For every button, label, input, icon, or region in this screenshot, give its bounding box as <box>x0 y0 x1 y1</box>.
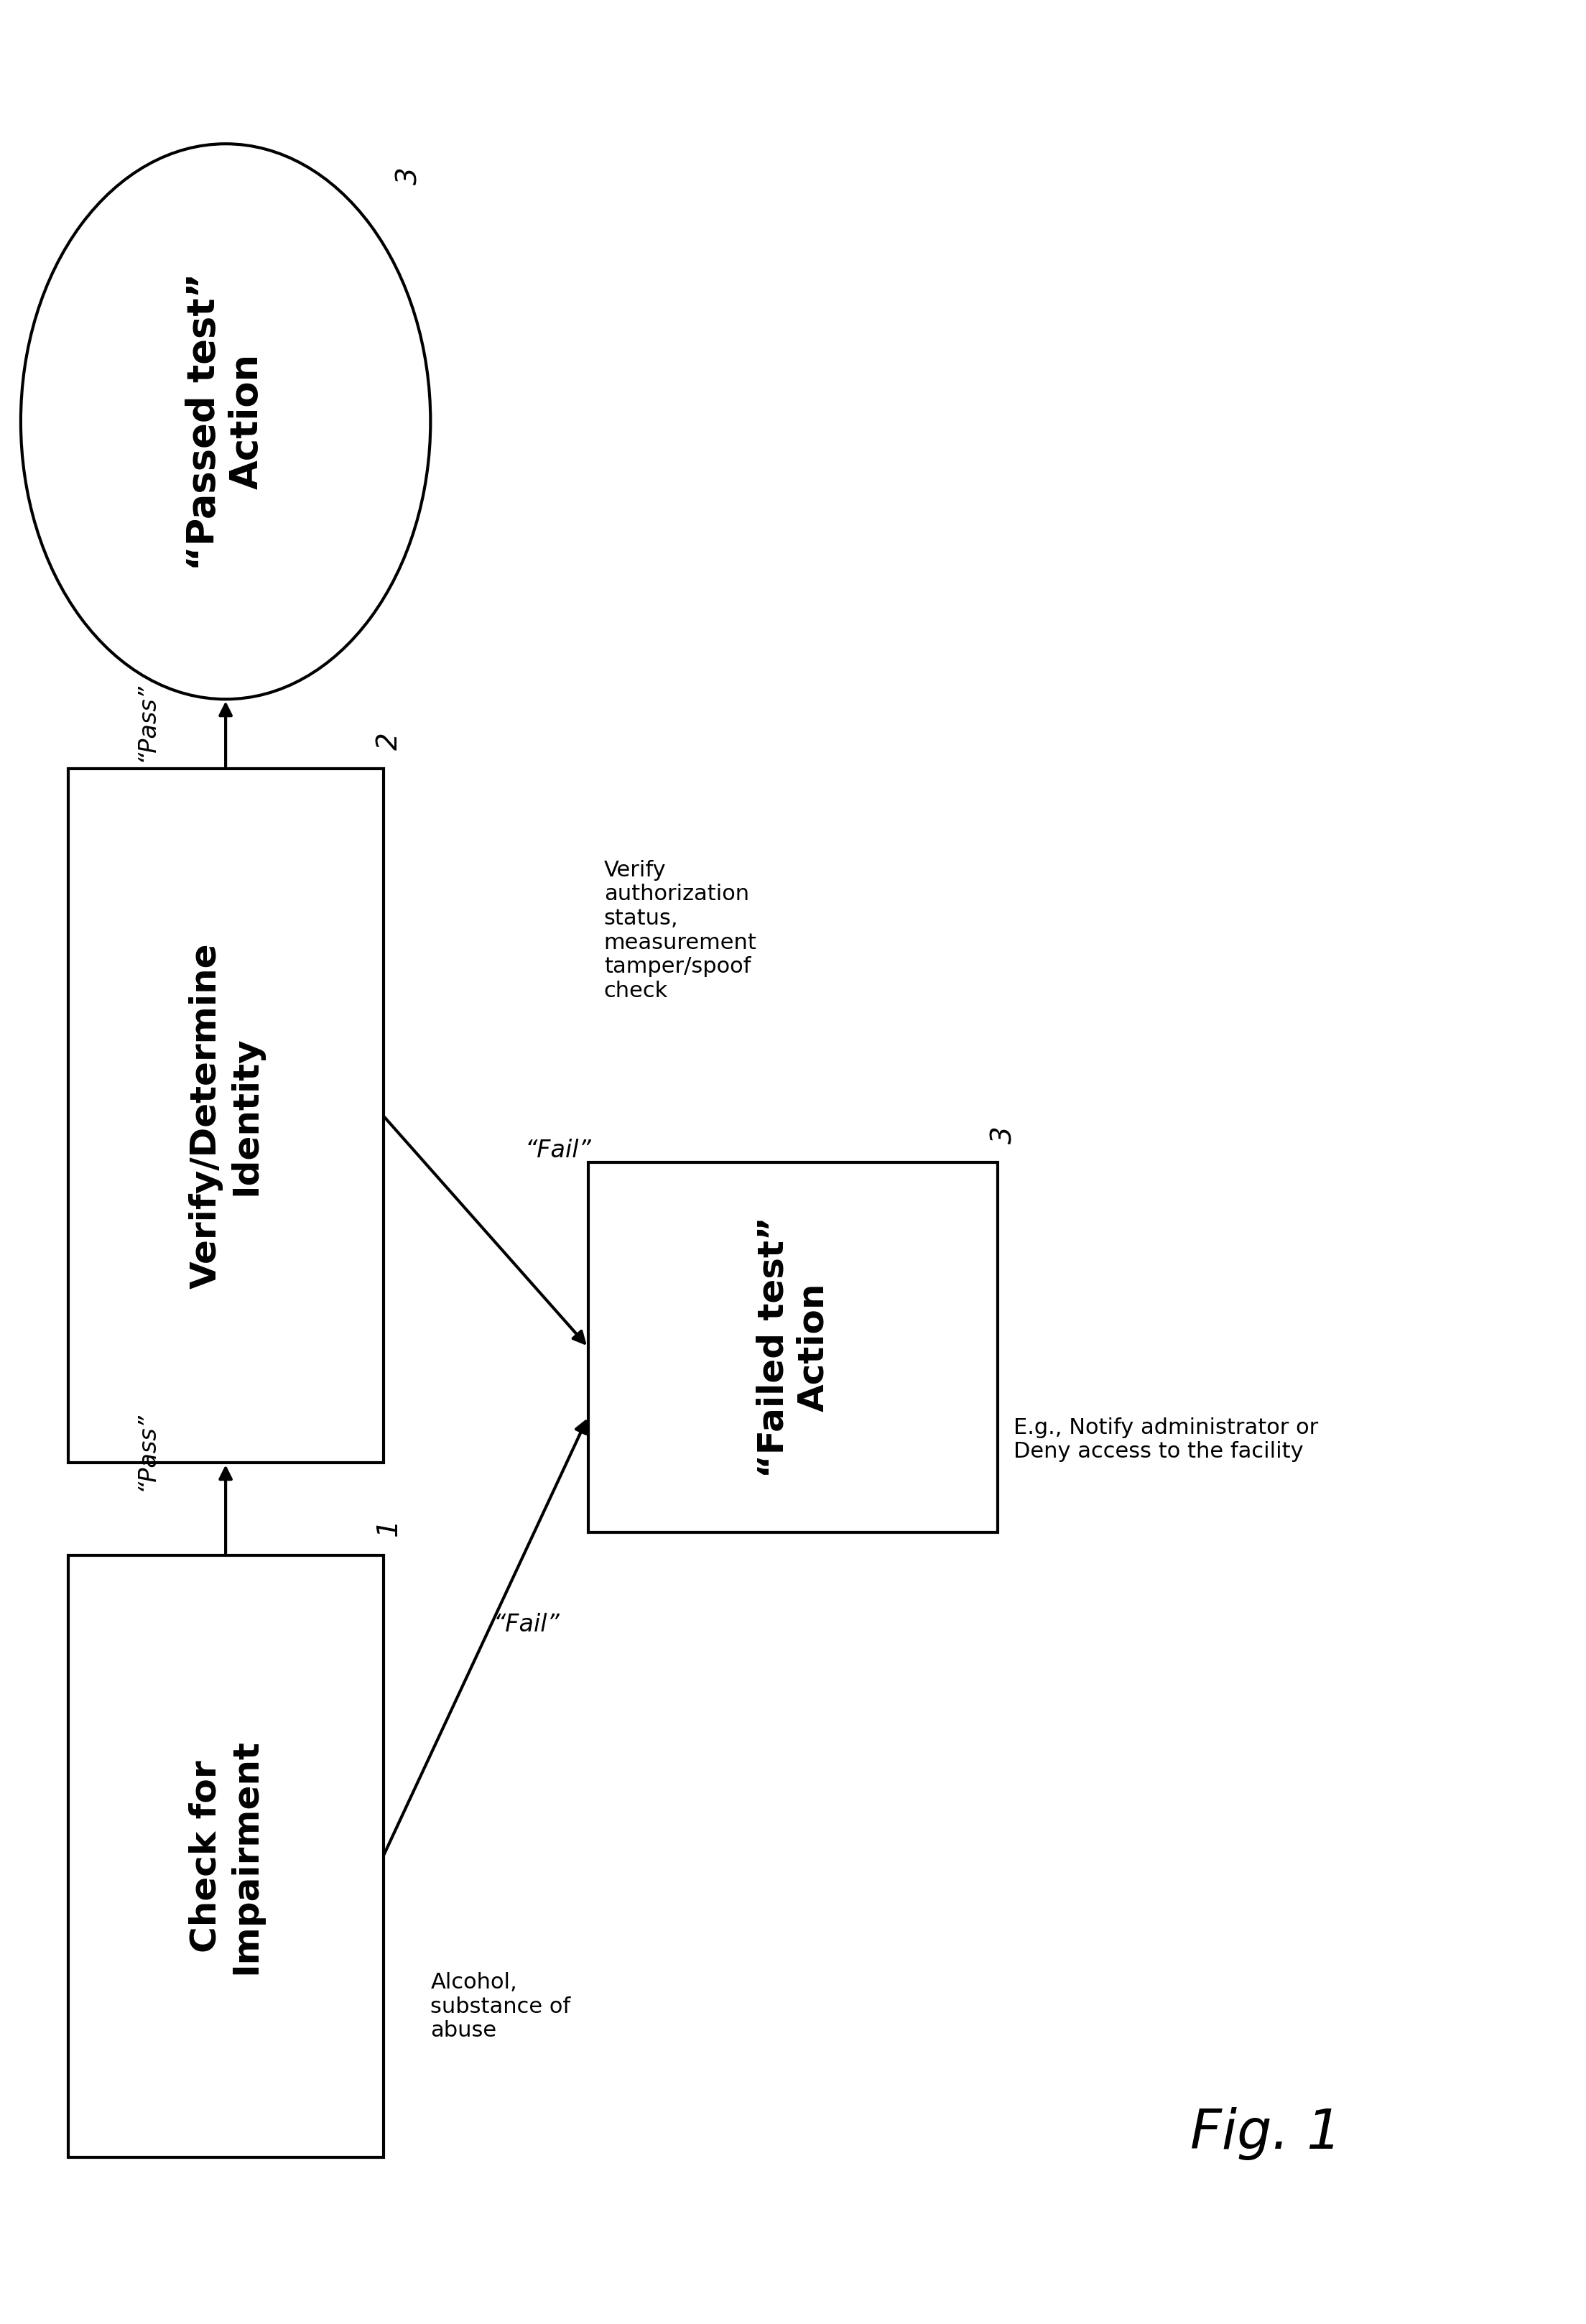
FancyBboxPatch shape <box>588 1162 998 1532</box>
Text: Verify
authorization
status,
measurement
tamper/spoof
check: Verify authorization status, measurement… <box>604 860 757 1002</box>
Text: 2: 2 <box>376 732 403 751</box>
Text: 3: 3 <box>395 167 422 184</box>
Text: “Passed test”
Action: “Passed test” Action <box>186 272 266 569</box>
Text: E.g., Notify administrator or
Deny access to the facility: E.g., Notify administrator or Deny acces… <box>1013 1418 1318 1462</box>
Text: “Pass”: “Pass” <box>135 683 159 762</box>
Text: “Fail”: “Fail” <box>493 1613 560 1636</box>
Text: 1: 1 <box>376 1520 403 1536</box>
FancyBboxPatch shape <box>68 769 384 1462</box>
Text: Alcohol,
substance of
abuse: Alcohol, substance of abuse <box>430 1973 571 2040</box>
Text: Check for
Impairment: Check for Impairment <box>189 1738 263 1973</box>
Text: “Fail”: “Fail” <box>525 1139 592 1162</box>
Text: Fig. 1: Fig. 1 <box>1190 2108 1342 2161</box>
Text: 3: 3 <box>990 1125 1017 1143</box>
Text: Verify/Determine
Identity: Verify/Determine Identity <box>189 944 263 1290</box>
FancyBboxPatch shape <box>68 1555 384 2157</box>
Text: “Pass”: “Pass” <box>135 1411 159 1490</box>
Ellipse shape <box>21 144 430 700</box>
Text: “Failed test”
Action: “Failed test” Action <box>757 1215 829 1478</box>
